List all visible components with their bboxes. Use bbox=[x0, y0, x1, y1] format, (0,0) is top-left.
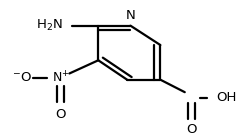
Text: OH: OH bbox=[216, 91, 236, 104]
Text: H$_2$N: H$_2$N bbox=[36, 18, 63, 33]
Text: O: O bbox=[55, 108, 66, 121]
Text: $^{-}$O: $^{-}$O bbox=[12, 71, 32, 84]
Text: O: O bbox=[186, 123, 197, 136]
Text: N$^{+}$: N$^{+}$ bbox=[52, 70, 69, 85]
Text: N: N bbox=[126, 9, 135, 22]
